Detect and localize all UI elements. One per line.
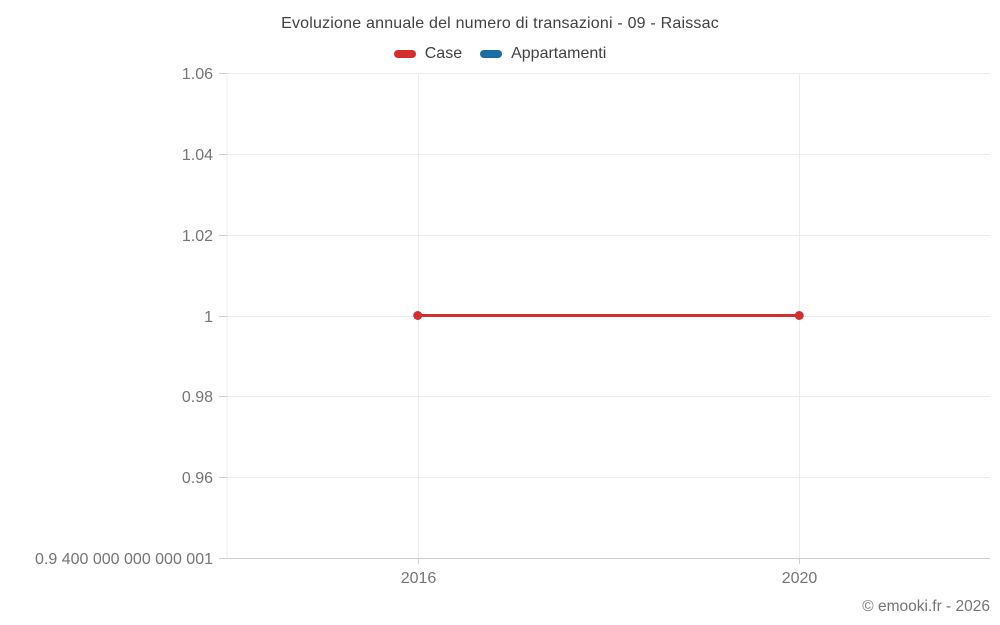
legend-item-appartamenti[interactable]: Appartamenti xyxy=(480,45,606,63)
y-tick-label: 0.9 400 000 000 000 001 xyxy=(35,551,213,568)
data-point-case[interactable] xyxy=(794,311,804,320)
copyright-credit: © emooki.fr - 2026 xyxy=(862,598,990,615)
data-point-case[interactable] xyxy=(413,311,423,320)
y-tick-label: 1.02 xyxy=(182,228,213,245)
y-tick-label: 0.96 xyxy=(182,470,213,487)
x-tick-label: 2016 xyxy=(401,570,437,587)
chart-title: Evoluzione annuale del numero di transaz… xyxy=(281,15,719,32)
y-tick-label: 1 xyxy=(204,309,213,326)
legend-swatch-case-icon xyxy=(393,50,416,58)
legend-item-case[interactable]: Case xyxy=(393,45,463,63)
y-tick-label: 1.04 xyxy=(182,147,213,164)
chart-legend: Case Appartamenti xyxy=(0,45,1000,63)
legend-label-case: Case xyxy=(424,45,463,62)
y-tick-label: 0.98 xyxy=(182,389,213,406)
y-tick-label: 1.06 xyxy=(182,66,213,83)
legend-label-appartamenti: Appartamenti xyxy=(511,45,607,62)
x-tick-label: 2020 xyxy=(782,570,818,587)
legend-swatch-appartamenti-icon xyxy=(480,50,503,58)
